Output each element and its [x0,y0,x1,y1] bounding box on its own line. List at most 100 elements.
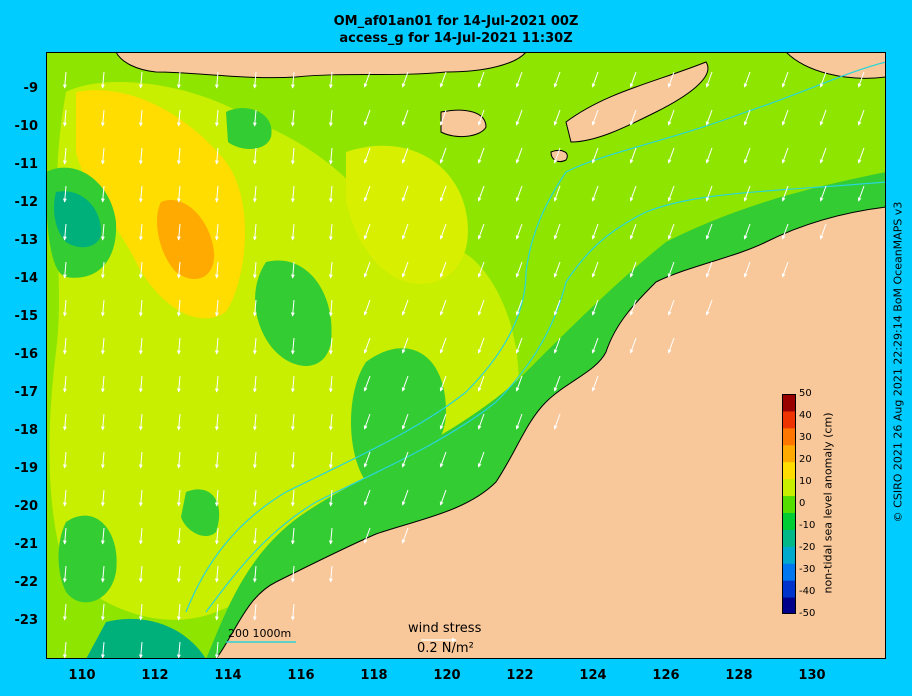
anomaly-high-region [156,200,215,280]
wind-arrow [100,261,105,279]
wind-arrow [100,375,105,393]
wind-arrow [100,185,105,203]
colorbar-title: non-tidal sea level anomaly (cm) [821,412,835,594]
wind-arrow [176,565,181,583]
lon-label: 120 [433,668,461,683]
wind-arrow [743,223,751,240]
wind-arrow [401,109,409,126]
wind-arrow [252,185,257,203]
wind-arrow [62,527,67,545]
colorbar-tick: 10 [799,476,812,487]
wind-arrow [781,261,789,278]
wind-arrow [176,375,181,393]
wind-arrow [629,109,637,126]
colorbar-segment [782,478,796,497]
wind-arrow [477,299,485,316]
wind-arrow [705,147,713,164]
wind-arrow [401,413,409,430]
colorbar-segment [782,563,796,581]
lat-label: -10 [14,119,39,134]
wind-arrow [100,527,105,545]
anomaly-low-region [54,191,101,248]
wind-arrow [477,261,485,278]
wind-arrow [477,185,485,202]
lat-label: -12 [14,195,39,210]
colorbar-tick: 0 [799,498,806,509]
lon-label: 122 [506,668,534,683]
wind-arrow [176,261,181,279]
colorbar-segment [782,529,796,547]
wind-arrow [138,603,143,621]
wind-arrow [705,109,713,126]
wind-arrow [515,337,523,354]
wind-arrow [857,71,865,88]
wind-arrow [62,299,67,317]
wind-arrow [591,147,599,164]
wind-arrow [62,413,67,431]
wind-arrow [328,109,333,127]
wind-arrow [252,71,257,89]
wind-arrow [629,147,637,164]
wind-arrow [252,299,257,317]
wind-arrow [667,185,675,202]
wind-arrow [515,109,523,126]
wind-arrow [401,489,409,506]
wind-arrow [667,337,675,354]
colorbar-tick: 40 [799,410,812,421]
wind-arrow [138,489,143,507]
wind-arrow [252,337,257,355]
wind-arrow [401,527,409,544]
wind-arrow [176,451,181,469]
lat-label: -14 [14,271,39,286]
wind-arrow [439,375,447,392]
wind-arrow [553,147,561,164]
wind-arrow [401,337,409,354]
wind-arrow [328,489,333,507]
wind-arrow [62,565,67,583]
wind-arrow [439,71,447,88]
wind-stress-value: 0.2 N/m² [417,641,474,656]
wind-arrow [214,565,219,583]
wind-arrow [439,337,447,354]
wind-arrow [477,451,485,468]
wind-arrow [62,185,67,203]
wind-arrow [252,413,257,431]
wind-arrow [290,71,295,89]
wind-arrow [290,109,295,127]
wind-arrow [176,185,181,203]
isobath-legend-label: 200 1000m [228,627,292,640]
wind-arrow [100,565,105,583]
wind-arrow [515,185,523,202]
wind-arrow [667,109,675,126]
wind-arrow [176,641,181,659]
lon-label: 114 [214,668,242,683]
wind-arrow [62,261,67,279]
wind-arrow [62,641,67,659]
wind-arrow [401,147,409,164]
wind-arrow [363,299,371,316]
wind-arrow [781,147,789,164]
wind-arrow [214,223,219,241]
isobath-1000m [185,61,886,613]
wind-arrow [363,261,371,278]
wind-arrow [629,185,637,202]
wind-arrow [477,375,485,392]
wind-arrow [138,261,143,279]
wind-arrow [401,71,409,88]
wind-arrow [401,261,409,278]
wind-arrow [667,299,675,316]
wind-arrow [743,185,751,202]
wind-arrow [439,489,447,506]
wind-arrow [705,71,713,88]
wind-arrow [214,299,219,317]
wind-arrow [667,261,675,278]
wind-arrow [214,185,219,203]
wind-arrow [477,109,485,126]
wind-arrow [176,337,181,355]
wind-arrow [62,603,67,621]
wind-arrow [553,261,561,278]
wind-arrow [290,489,295,507]
colorbar-tick: -10 [799,520,816,531]
wind-arrow [328,451,333,469]
wind-arrow [100,451,105,469]
